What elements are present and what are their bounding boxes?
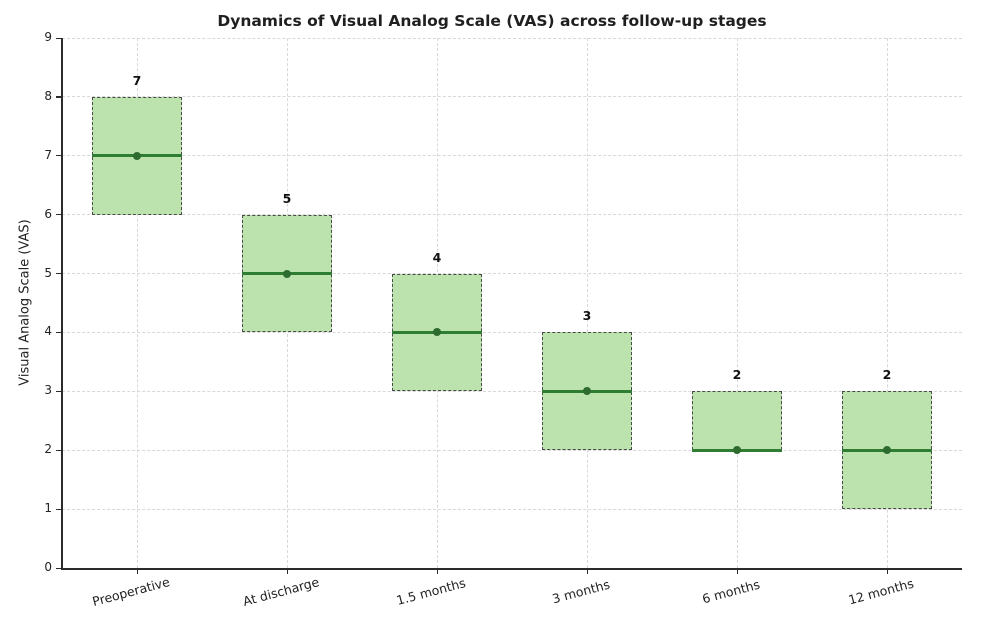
- y-tick-mark: [56, 37, 61, 39]
- gridline-horizontal: [62, 331, 962, 333]
- box-value-label: 7: [132, 72, 142, 88]
- median-dot: [733, 446, 741, 455]
- chart-title: Dynamics of Visual Analog Scale (VAS) ac…: [217, 12, 767, 30]
- x-axis-spine: [61, 568, 962, 570]
- y-tick-label: 4: [44, 324, 52, 339]
- y-tick-mark: [56, 449, 61, 451]
- y-tick-label: 1: [44, 501, 52, 516]
- gridline-horizontal: [62, 214, 962, 216]
- x-tick-label: Preoperative: [90, 573, 172, 610]
- gridline-horizontal: [62, 508, 962, 510]
- x-tick-mark: [136, 569, 138, 574]
- y-tick-label: 9: [44, 30, 52, 44]
- gridline-horizontal: [62, 449, 962, 451]
- x-tick-mark: [886, 569, 888, 574]
- y-tick-mark: [56, 567, 61, 569]
- y-tick-label: 5: [44, 265, 52, 280]
- y-tick-mark: [56, 273, 61, 275]
- y-tick-label: 7: [44, 147, 52, 162]
- x-tick-mark: [586, 569, 588, 574]
- x-tick-label: 6 months: [700, 576, 762, 607]
- median-dot: [133, 151, 141, 160]
- gridline-vertical: [586, 38, 588, 568]
- box-value-label: 2: [882, 367, 892, 383]
- x-tick-mark: [436, 569, 438, 574]
- vas-box: [692, 391, 782, 451]
- gridline-vertical: [136, 38, 138, 568]
- y-tick-mark: [56, 390, 61, 393]
- box-value-label: 4: [432, 249, 442, 265]
- x-tick-label: 3 months: [550, 576, 612, 607]
- median-dot: [433, 328, 441, 337]
- gridline-horizontal: [62, 155, 962, 157]
- y-tick-label: 8: [44, 88, 52, 103]
- y-axis-spine: [61, 38, 63, 569]
- y-tick-label: 2: [44, 442, 52, 457]
- gridline-vertical: [736, 38, 738, 568]
- gridline-horizontal: [62, 37, 962, 39]
- y-tick-label: 6: [44, 206, 52, 221]
- gridline-vertical: [886, 38, 888, 568]
- x-tick-mark: [736, 569, 738, 574]
- median-dot: [883, 446, 891, 455]
- gridline-horizontal: [62, 96, 962, 98]
- y-tick-mark: [56, 508, 61, 510]
- x-tick-mark: [286, 569, 288, 574]
- x-tick-label: At discharge: [241, 574, 321, 609]
- y-tick-mark: [56, 155, 61, 157]
- y-tick-mark: [56, 96, 61, 98]
- median-dot: [283, 269, 291, 278]
- box-value-label: 5: [282, 190, 292, 206]
- x-tick-label: 12 months: [846, 575, 916, 608]
- y-tick-label: 0: [44, 560, 52, 574]
- x-tick-label: 1.5 months: [394, 575, 468, 608]
- y-tick-label: 3: [44, 383, 52, 398]
- box-value-label: 2: [732, 367, 742, 383]
- gridline-horizontal: [62, 390, 962, 392]
- gridline-horizontal: [62, 273, 962, 275]
- y-tick-mark: [56, 331, 61, 334]
- box-value-label: 3: [582, 308, 592, 324]
- median-dot: [583, 387, 591, 396]
- y-tick-mark: [56, 214, 61, 216]
